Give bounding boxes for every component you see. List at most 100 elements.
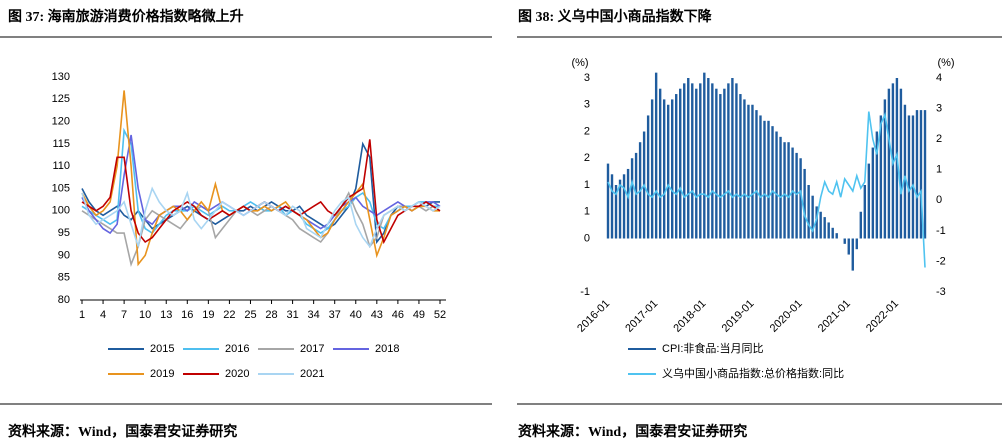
legend-label: 2017: [300, 343, 324, 355]
x-tick-label: 46: [392, 309, 404, 321]
y-tick-label: 105: [52, 182, 70, 194]
x-tick-label: 2016-01: [575, 298, 612, 335]
bar: [903, 104, 907, 239]
source: 资料来源：Wind，国泰君安证券研究: [518, 423, 747, 440]
series-line: [81, 90, 440, 267]
y-tick-label: 3: [584, 72, 590, 84]
y-tick-label: 80: [58, 294, 70, 306]
y-tick-label: 125: [52, 93, 70, 105]
bar: [831, 227, 834, 239]
y-tick-label: 110: [52, 160, 70, 172]
axis-unit: (%): [571, 57, 588, 69]
y-tick-label: 1: [584, 179, 590, 191]
bar: [771, 126, 774, 239]
x-tick-label: 16: [181, 309, 193, 321]
y-tick-label: 85: [58, 272, 70, 284]
bar: [899, 88, 903, 239]
series-line: [81, 191, 441, 267]
x-tick-label: 7: [121, 309, 127, 321]
bar: [855, 238, 858, 250]
legend-label: 2019: [150, 368, 174, 380]
bar: [715, 88, 718, 239]
bar: [759, 115, 762, 239]
legend-label: 2020: [225, 368, 249, 380]
bar: [867, 163, 871, 239]
bar: [723, 88, 726, 239]
bar: [851, 238, 854, 271]
bar: [779, 136, 782, 239]
bar: [807, 185, 810, 239]
x-tick-label: 43: [371, 309, 383, 321]
bar: [630, 158, 634, 239]
bar: [654, 72, 658, 239]
bar: [835, 233, 838, 239]
x-tick-label: 22: [223, 309, 235, 321]
x-tick-label: 49: [413, 309, 425, 321]
legend-label: 2018: [375, 343, 399, 355]
bar: [923, 110, 927, 239]
bar: [662, 99, 666, 239]
y-tick-label: 0: [584, 232, 590, 244]
bar: [747, 104, 750, 239]
bar: [823, 217, 826, 239]
y2-tick-label: 2: [936, 133, 942, 145]
y-tick-label: 130: [52, 71, 70, 83]
bar: [691, 83, 694, 239]
x-tick-label: 31: [286, 309, 298, 321]
x-tick-label: 1: [79, 309, 85, 321]
y2-tick-label: -3: [936, 286, 946, 298]
bar: [622, 174, 626, 239]
bar: [827, 222, 830, 239]
x-tick-label: 2022-01: [864, 298, 901, 335]
x-tick-label: 2020-01: [768, 298, 805, 335]
x-tick-label: 10: [139, 309, 151, 321]
bar: [887, 88, 891, 239]
y2-tick-label: -2: [936, 255, 946, 267]
source: 资料来源：Wind，国泰君安证券研究: [8, 423, 237, 440]
bar: [847, 238, 850, 255]
bar: [879, 115, 883, 239]
bar: [911, 115, 915, 239]
y-tick-label: 2: [584, 125, 590, 137]
bar: [679, 88, 682, 239]
bar: [650, 99, 654, 239]
x-tick-label: 13: [160, 309, 172, 321]
bar: [626, 168, 630, 239]
bar: [634, 152, 638, 239]
bar: [819, 211, 822, 239]
bar: [775, 131, 778, 239]
bar: [683, 83, 686, 239]
bar: [755, 110, 758, 239]
x-tick-label: 19: [202, 309, 214, 321]
bar: [811, 195, 814, 239]
bar: [658, 88, 662, 239]
bar: [711, 83, 714, 239]
x-tick-label: 4: [100, 309, 106, 321]
bar: [727, 83, 730, 239]
axis-unit: (%): [937, 57, 954, 69]
bar: [695, 88, 698, 239]
figure-title: 图 38: 义乌中国小商品指数下降: [518, 8, 713, 25]
x-tick-label: 25: [244, 309, 256, 321]
bar: [843, 238, 846, 244]
bar: [610, 174, 614, 239]
bar: [859, 211, 862, 239]
bar: [699, 83, 702, 239]
y2-tick-label: 0: [936, 194, 942, 206]
bar: [763, 120, 766, 239]
y2-tick-label: 3: [936, 102, 942, 114]
x-tick-label: 37: [329, 309, 341, 321]
series-line: [81, 127, 440, 235]
x-tick-label: 40: [350, 309, 362, 321]
bar: [787, 142, 790, 239]
y-tick-label: 95: [58, 227, 70, 239]
y-tick-label: 1: [584, 206, 590, 218]
bar: [863, 185, 867, 239]
bar: [919, 110, 923, 239]
legend-label: 义乌中国小商品指数:总价格指数:同比: [662, 366, 844, 380]
bar: [751, 104, 754, 239]
y2-tick-label: 4: [936, 72, 942, 84]
bar: [719, 94, 722, 239]
bar: [666, 104, 670, 239]
